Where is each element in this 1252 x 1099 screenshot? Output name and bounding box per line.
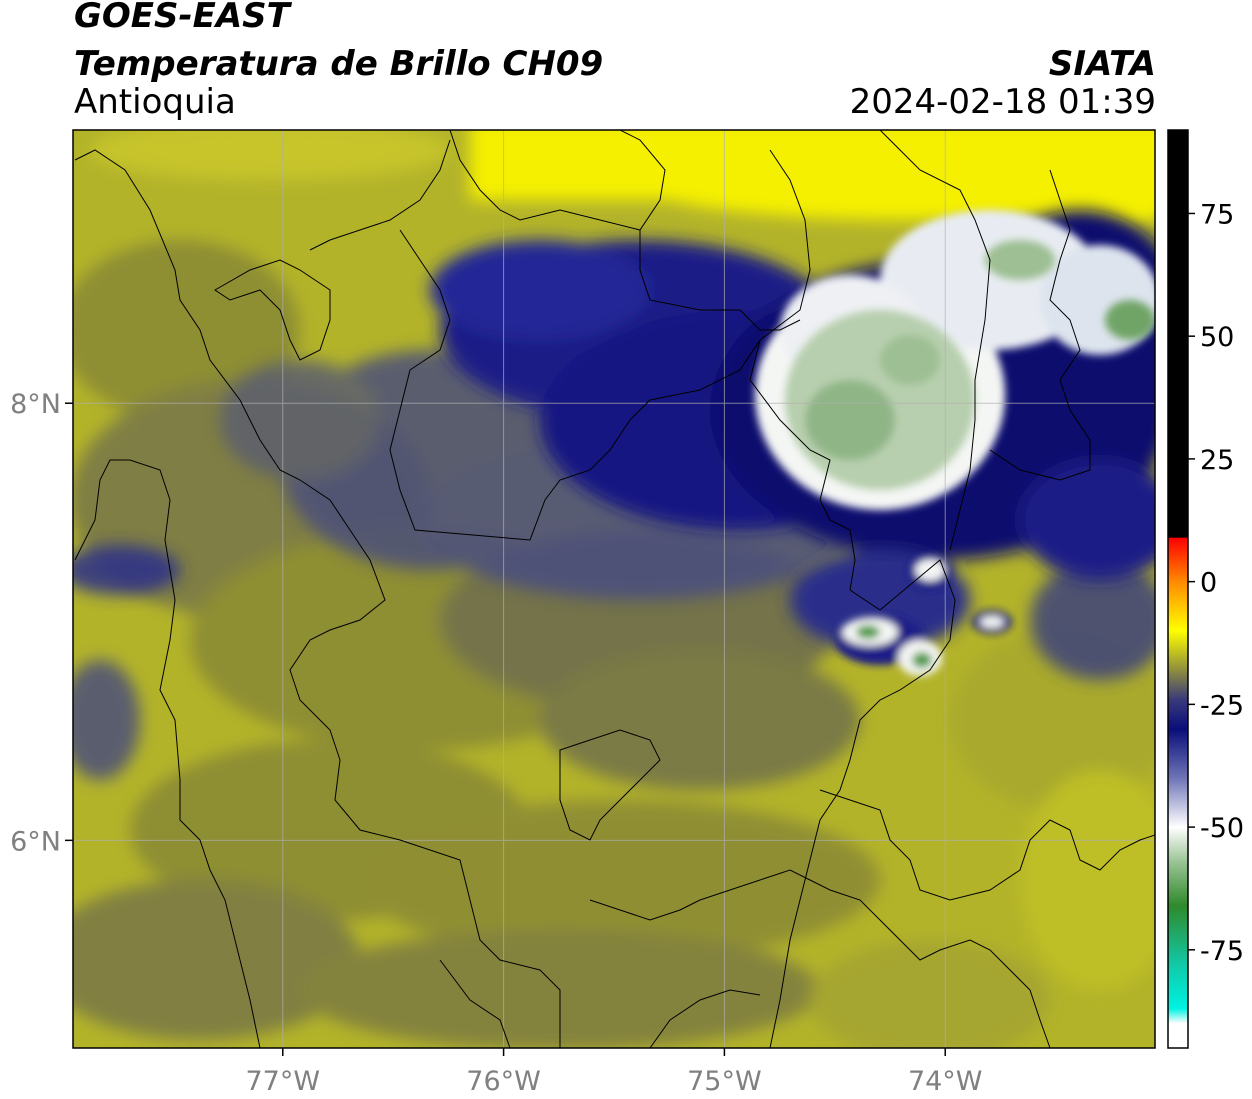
map-frame xyxy=(72,129,1156,1049)
colorbar-scale xyxy=(1168,130,1188,1048)
colorbar-tick-label: 50 xyxy=(1200,322,1234,353)
longitude-ticks: 77°W 76°W 75°W 74°W xyxy=(245,1048,983,1097)
colorbar-tick-label: 75 xyxy=(1200,199,1234,230)
organization-label: SIATA xyxy=(1048,44,1156,84)
lon-tick-label: 76°W xyxy=(466,1066,541,1097)
colorbar-tick-label: -25 xyxy=(1200,690,1244,721)
colorbar-tick-label: -75 xyxy=(1200,936,1244,967)
brightness-temperature-field xyxy=(73,130,1155,1048)
colorbar: 75 50 25 0 -25 -50 -75 xyxy=(1167,129,1244,1049)
lon-tick-label: 74°W xyxy=(908,1066,983,1097)
lon-tick-label: 77°W xyxy=(245,1066,320,1097)
colorbar-tick-label: 0 xyxy=(1200,568,1217,599)
satellite-title: GOES-EAST xyxy=(74,0,290,36)
lat-tick-label: 6°N xyxy=(10,826,61,857)
latitude-ticks: 8°N 6°N xyxy=(10,389,73,857)
lon-tick-label: 75°W xyxy=(687,1066,762,1097)
colorbar-tick-label: -50 xyxy=(1200,813,1244,844)
colorbar-ticks: 75 50 25 0 -25 -50 -75 xyxy=(1188,199,1244,967)
timestamp-label: 2024-02-18 01:39 xyxy=(849,82,1156,122)
colorbar-tick-label: 25 xyxy=(1200,445,1234,476)
product-title: Temperatura de Brillo CH09 xyxy=(74,44,604,84)
map-boundaries xyxy=(74,130,1155,1048)
colorbar-frame xyxy=(1167,129,1189,1049)
region-label: Antioquia xyxy=(74,82,236,122)
lat-tick-label: 8°N xyxy=(10,389,61,420)
